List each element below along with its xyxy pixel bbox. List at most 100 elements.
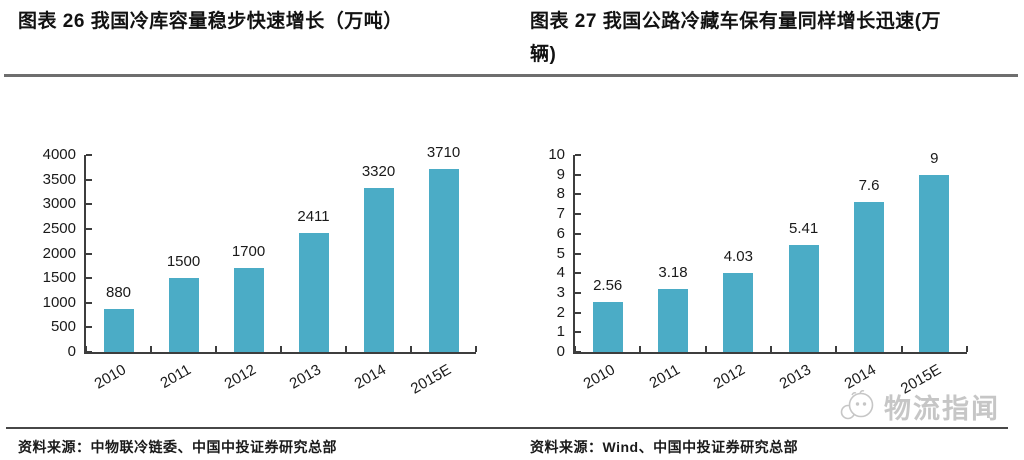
- x-axis-tick-0: [85, 346, 87, 352]
- x-axis-label-2011: 2011: [646, 361, 683, 392]
- x-axis-label-2014: 2014: [351, 361, 389, 393]
- bar-2012: [233, 268, 264, 352]
- x-axis-tick-4: [835, 346, 838, 352]
- x-axis-tick-2: [704, 346, 707, 352]
- x-axis-label-2010: 2010: [580, 361, 618, 393]
- y-axis-label-7: 7: [556, 205, 565, 223]
- y-axis-label-8: 8: [556, 185, 565, 203]
- y-axis-tick-0: [575, 351, 581, 353]
- bar-2011: [658, 289, 688, 352]
- x-axis-tick-6: [475, 346, 477, 352]
- y-axis-label-3000: 3000: [42, 195, 76, 213]
- x-axis-label-2013: 2013: [776, 361, 814, 393]
- x-axis-label-2012: 2012: [710, 361, 749, 393]
- bar-2010: [103, 308, 134, 352]
- bar-2012: [723, 272, 754, 352]
- y-axis-label-0: 0: [67, 343, 76, 360]
- y-axis-tick-6: [575, 232, 581, 235]
- x-axis-label-2011: 2011: [157, 361, 194, 392]
- title-divider-line: [4, 74, 1018, 77]
- bar-value-label-2015E: 9: [930, 149, 939, 167]
- y-axis-label-1500: 1500: [42, 269, 76, 287]
- bar-2015E: [428, 169, 459, 352]
- y-axis-tick-4: [575, 272, 581, 275]
- x-axis-tick-0: [574, 346, 576, 352]
- bar-value-label-2015E: 3710: [426, 144, 461, 162]
- mascot-chick-icon: [838, 389, 878, 428]
- y-axis-tick-8: [575, 193, 581, 196]
- y-axis-tick-7: [575, 213, 581, 216]
- y-axis-tick-2000: [86, 252, 92, 255]
- y-axis-tick-1: [575, 331, 581, 334]
- x-axis-tick-6: [966, 346, 968, 352]
- chart27-title: 图表 27 我国公路冷藏车保有量同样增长迅速(万辆): [530, 11, 942, 65]
- y-axis-label-0: 0: [556, 343, 565, 360]
- y-axis-label-500: 500: [50, 318, 76, 336]
- y-axis-tick-9: [575, 173, 581, 176]
- y-axis-tick-1000: [86, 301, 92, 304]
- bar-2010: [592, 301, 623, 352]
- y-axis-tick-0: [86, 351, 92, 353]
- y-axis-tick-2: [575, 311, 581, 314]
- chart27-plot-area: 0 1 2 3 4 5 6 7 8 9 10 2.56 2010 3.18 2011 4.03 2012 5.41…: [548, 147, 968, 398]
- y-axis-label-6: 6: [556, 224, 565, 242]
- y-axis-label-2000: 2000: [42, 244, 76, 262]
- y-axis-tick-500: [86, 326, 92, 329]
- source-divider-line: [6, 427, 1008, 429]
- bar-2014: [363, 188, 394, 352]
- y-axis-label-3: 3: [556, 283, 565, 301]
- bar-value-label-2010: 880: [105, 283, 132, 301]
- bar-value-label-2013: 2411: [297, 208, 330, 226]
- y-axis-label-1: 1: [556, 323, 565, 341]
- y-axis-tick-2500: [86, 227, 92, 230]
- bar-2011: [168, 278, 199, 352]
- x-axis-label-2012: 2012: [221, 361, 259, 393]
- bar-value-label-2012: 4.03: [723, 247, 753, 265]
- watermark-text: 物流指闻: [884, 393, 1000, 424]
- x-axis-tick-4: [345, 346, 347, 352]
- bar-value-label-2014: 7.6: [858, 177, 880, 195]
- bar-value-label-2011: 3.18: [658, 264, 688, 282]
- x-axis-label-2010: 2010: [91, 361, 129, 393]
- chart26-title: 图表 26 我国冷库容量稳步快速增长（万吨）: [18, 11, 403, 32]
- y-axis-label-3500: 3500: [42, 170, 76, 188]
- y-axis-tick-3: [575, 291, 581, 294]
- x-axis-tick-5: [410, 346, 412, 352]
- y-axis-tick-3500: [86, 178, 92, 181]
- bar-2013: [298, 233, 329, 352]
- y-axis-label-4000: 4000: [42, 146, 76, 163]
- y-axis-tick-1500: [86, 277, 92, 280]
- y-axis-tick-10: [575, 154, 581, 156]
- x-axis-tick-1: [150, 346, 152, 352]
- y-axis-tick-4000: [86, 154, 92, 156]
- y-axis-label-4: 4: [556, 264, 565, 282]
- y-axis-tick-5: [575, 252, 581, 255]
- bar-value-label-2014: 3320: [361, 163, 396, 181]
- x-axis-tick-3: [770, 346, 772, 352]
- bar-value-label-2013: 5.41: [789, 220, 819, 238]
- y-axis-label-2: 2: [556, 303, 565, 321]
- x-axis-label-2013: 2013: [286, 361, 324, 393]
- bar-2015E: [919, 174, 950, 352]
- y-axis-label-9: 9: [556, 165, 565, 183]
- y-axis-label-2500: 2500: [42, 219, 76, 237]
- x-axis-label-2015E: 2015E: [407, 361, 454, 398]
- x-axis-tick-3: [280, 346, 282, 352]
- chart26-plot-area: 0 500 1000 1500 2000 2500 3000 3500 4000 880 2010 1…: [43, 145, 477, 398]
- y-axis-label-10: 10: [548, 146, 565, 163]
- y-axis-tick-3000: [86, 203, 92, 206]
- x-axis-tick-5: [900, 346, 903, 352]
- chart27-source: 资料来源：Wind、中国中投证券研究总部: [530, 439, 799, 455]
- bar-value-label-2010: 2.56: [593, 276, 623, 294]
- logistics-watermark: 物流指闻: [838, 389, 1000, 428]
- bar-2014: [854, 202, 884, 352]
- bar-2013: [788, 245, 819, 352]
- x-axis-tick-2: [215, 346, 217, 352]
- bar-value-label-2011: 1500: [166, 253, 201, 271]
- x-axis-tick-1: [639, 346, 642, 352]
- chart26-source: 资料来源：中物联冷链委、中国中投证券研究总部: [18, 439, 337, 455]
- bar-value-label-2012: 1700: [231, 243, 266, 261]
- y-axis-label-1000: 1000: [42, 293, 76, 311]
- y-axis-label-5: 5: [556, 244, 565, 262]
